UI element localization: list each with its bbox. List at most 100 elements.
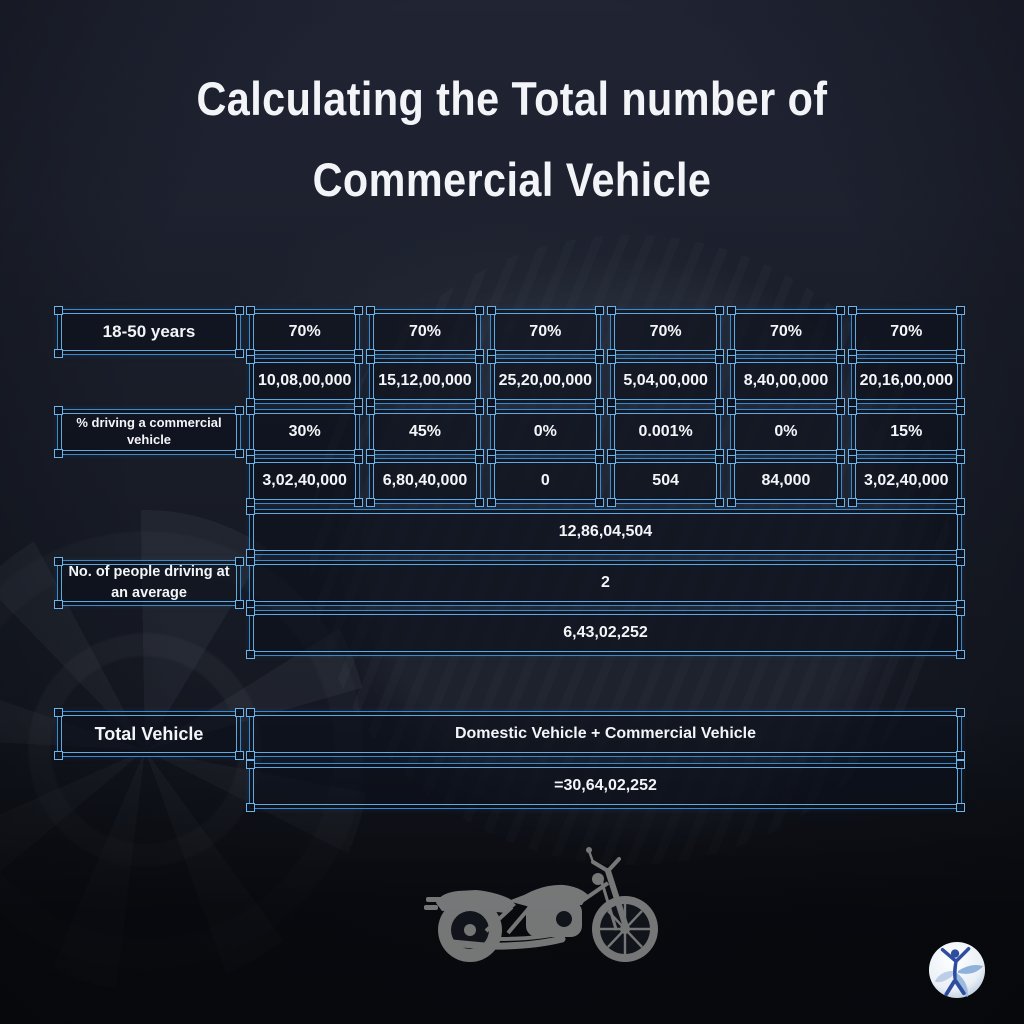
corner-bracket xyxy=(955,306,965,315)
corner-bracket xyxy=(956,803,965,812)
average-label: No. of people driving at an average xyxy=(54,557,244,609)
corner-bracket xyxy=(956,760,965,769)
corner-bracket xyxy=(955,355,965,364)
corner-bracket xyxy=(847,306,857,315)
age-share-cell: 70% xyxy=(486,306,604,358)
calculation-grid: 18-50 years 70% 70% 70% 70% 70% 70% 10,0… xyxy=(54,306,965,812)
corner-bracket xyxy=(474,455,484,464)
corner-bracket xyxy=(955,455,965,464)
corner-bracket xyxy=(366,306,376,315)
brand-logo-icon xyxy=(928,941,986,999)
drivers-row: 3,02,40,000 6,80,40,000 0 504 84,000 3,0… xyxy=(57,455,965,507)
corner-bracket xyxy=(246,650,255,659)
corner-bracket xyxy=(246,506,255,515)
commercial-percentage-cell: 0% xyxy=(486,406,604,458)
corner-bracket xyxy=(246,760,255,769)
corner-bracket xyxy=(594,498,604,507)
corner-bracket xyxy=(54,406,63,415)
corner-bracket xyxy=(366,406,376,415)
corner-bracket xyxy=(835,355,845,364)
average-value-box: 2 xyxy=(246,557,965,609)
commercial-percentage-cell: 0.001% xyxy=(606,406,725,458)
corner-bracket xyxy=(594,355,604,364)
corner-bracket xyxy=(715,455,725,464)
total-formula-box: Domestic Vehicle + Commercial Vehicle xyxy=(246,708,965,760)
corner-bracket xyxy=(956,650,965,659)
commercial-vehicles-row: 6,43,02,252 xyxy=(57,607,965,659)
drivers-cell: 3,02,40,000 xyxy=(847,455,965,507)
drivers-cell: 0 xyxy=(486,455,604,507)
corner-bracket xyxy=(246,306,255,315)
corner-bracket xyxy=(474,355,484,364)
corner-bracket xyxy=(354,306,364,315)
corner-bracket xyxy=(606,455,616,464)
commercial-percentage-cell: 30% xyxy=(246,406,364,458)
corner-bracket xyxy=(606,306,616,315)
age-share-cell: 70% xyxy=(727,306,845,358)
corner-bracket xyxy=(727,455,737,464)
corner-bracket xyxy=(235,600,244,609)
corner-bracket xyxy=(715,355,725,364)
corner-bracket xyxy=(235,406,244,415)
page-title-line1: Calculating the Total number of xyxy=(196,72,828,125)
population-cell: 10,08,00,000 xyxy=(246,355,364,407)
corner-bracket xyxy=(235,306,244,315)
corner-bracket xyxy=(835,306,845,315)
corner-bracket xyxy=(727,306,737,315)
corner-bracket xyxy=(835,498,845,507)
population-cell: 5,04,00,000 xyxy=(606,355,725,407)
corner-bracket xyxy=(474,406,484,415)
corner-bracket xyxy=(366,498,376,507)
commercial-percentage-label: % driving a commercial vehicle xyxy=(54,406,244,458)
corner-bracket xyxy=(956,751,965,760)
corner-bracket xyxy=(835,406,845,415)
corner-bracket xyxy=(727,355,737,364)
corner-bracket xyxy=(246,708,255,717)
corner-bracket xyxy=(594,306,604,315)
total-drivers-box: 12,86,04,504 xyxy=(246,506,965,558)
age-share-cell: 70% xyxy=(606,306,725,358)
corner-bracket xyxy=(956,557,965,566)
corner-bracket xyxy=(246,607,255,616)
corner-bracket xyxy=(354,355,364,364)
corner-bracket xyxy=(594,455,604,464)
corner-bracket xyxy=(715,406,725,415)
corner-bracket xyxy=(54,306,63,315)
corner-bracket xyxy=(956,607,965,616)
commercial-percentage-cell: 0% xyxy=(727,406,845,458)
corner-bracket xyxy=(486,306,496,315)
corner-bracket xyxy=(835,455,845,464)
corner-bracket xyxy=(727,498,737,507)
corner-bracket xyxy=(54,449,63,458)
corner-bracket xyxy=(54,349,63,358)
drivers-cell: 504 xyxy=(606,455,725,507)
population-cell: 20,16,00,000 xyxy=(847,355,965,407)
corner-bracket xyxy=(606,498,616,507)
age-share-cell: 70% xyxy=(366,306,484,358)
corner-bracket xyxy=(354,498,364,507)
page-title-line2: Commercial Vehicle xyxy=(312,153,712,206)
corner-bracket xyxy=(847,355,857,364)
corner-bracket xyxy=(366,455,376,464)
total-vehicle-label: Total Vehicle xyxy=(54,708,244,760)
population-cell: 25,20,00,000 xyxy=(486,355,604,407)
corner-bracket xyxy=(956,506,965,515)
age-share-row: 18-50 years 70% 70% 70% 70% 70% 70% xyxy=(54,306,965,358)
corner-bracket xyxy=(715,306,725,315)
corner-bracket xyxy=(606,406,616,415)
corner-bracket xyxy=(594,406,604,415)
corner-bracket xyxy=(955,406,965,415)
corner-bracket xyxy=(956,708,965,717)
corner-bracket xyxy=(246,557,255,566)
population-row: 10,08,00,000 15,12,00,000 25,20,00,000 5… xyxy=(57,355,965,407)
commercial-percentage-cell: 15% xyxy=(847,406,965,458)
corner-bracket xyxy=(235,349,244,358)
total-value-box: =30,64,02,252 xyxy=(246,760,965,812)
corner-bracket xyxy=(486,455,496,464)
corner-bracket xyxy=(715,498,725,507)
corner-bracket xyxy=(246,803,255,812)
total-vehicle-row: Total Vehicle Domestic Vehicle + Commerc… xyxy=(54,708,965,760)
corner-bracket xyxy=(606,355,616,364)
corner-bracket xyxy=(235,557,244,566)
